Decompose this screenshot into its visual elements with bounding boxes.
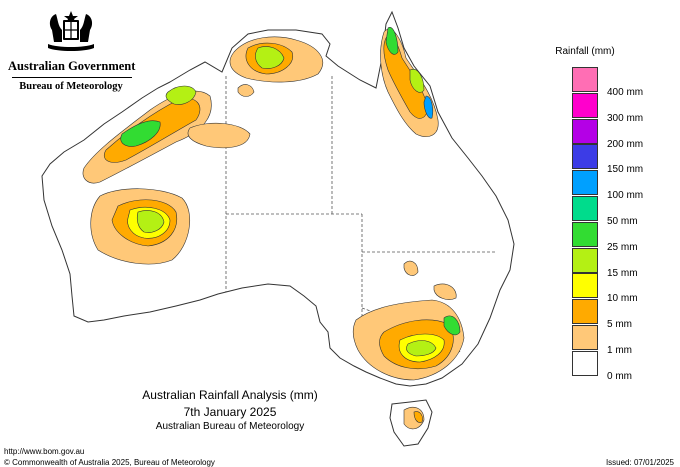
legend-swatch <box>572 299 598 325</box>
government-branding: Australian Government Bureau of Meteorol… <box>8 8 136 98</box>
legend-label: 100 mm <box>607 190 644 202</box>
legend-swatch <box>572 67 598 92</box>
legend-label: 300 mm <box>607 112 644 124</box>
legend-swatch <box>572 144 598 170</box>
legend-swatch <box>572 325 598 350</box>
legend-swatch <box>572 92 598 118</box>
bureau-name: Bureau of Meteorology <box>19 81 123 92</box>
legend-swatch <box>572 350 598 376</box>
legend-swatch <box>572 196 598 221</box>
legend-label: 10 mm <box>607 293 638 305</box>
legend-label: 25 mm <box>607 241 638 253</box>
legend-label: 5 mm <box>607 319 632 331</box>
footer-url-link[interactable]: http://www.bom.gov.au <box>4 447 85 456</box>
legend-label: 50 mm <box>607 216 638 227</box>
footer-issued-date: Issued: 07/01/2025 <box>605 458 674 467</box>
coat-of-arms-icon <box>48 11 94 51</box>
map-source: Australian Bureau of Meteorology <box>155 421 305 432</box>
legend-swatch <box>572 118 598 144</box>
legend-swatch <box>572 247 598 273</box>
legend-swatch <box>572 221 598 247</box>
footer-copyright: © Commonwealth of Australia 2025, Bureau… <box>4 458 215 467</box>
government-name: Australian Government <box>8 59 136 73</box>
legend-label: 150 mm <box>607 164 644 176</box>
branding-divider <box>12 77 132 78</box>
map-title: Australian Rainfall Analysis (mm) <box>142 388 318 402</box>
legend-label: 0 mm <box>607 370 632 382</box>
map-title-block: Australian Rainfall Analysis (mm) 7th Ja… <box>110 388 350 432</box>
map-date: 7th January 2025 <box>183 405 277 419</box>
legend-label: 200 mm <box>607 138 644 150</box>
legend-label: 15 mm <box>607 267 638 279</box>
legend-title: Rainfall (mm) <box>555 46 615 57</box>
legend-label: 400 mm <box>607 87 644 98</box>
legend-swatch <box>572 170 598 196</box>
legend-swatch <box>572 273 598 299</box>
legend-label: 1 mm <box>607 345 632 356</box>
rainfall-overlays <box>82 27 465 430</box>
